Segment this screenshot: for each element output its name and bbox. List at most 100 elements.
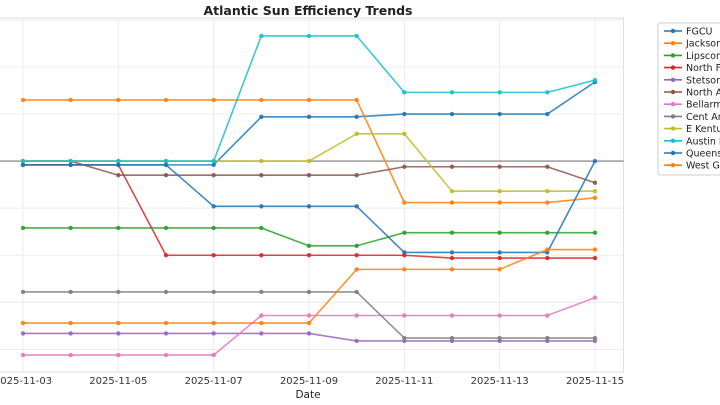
data-point [497,250,502,255]
data-point [20,162,26,168]
data-point [20,331,26,336]
data-point [545,335,550,341]
legend-box [657,22,720,176]
data-point [449,111,455,117]
data-point [116,320,121,326]
data-point [259,253,264,258]
data-point [497,313,502,318]
data-point [354,253,359,258]
x-tick-label: 2025-11-13 [471,376,529,387]
legend-item: Jacksonv [664,39,720,50]
data-point [163,289,169,295]
data-point [116,225,121,231]
data-point [116,162,121,168]
data-point [592,158,598,164]
data-point [259,114,264,120]
series-cent-ark [20,289,598,341]
legend-item: West Ge [664,161,720,172]
legend-marker [670,114,676,119]
data-point [545,255,550,261]
data-point [306,253,312,258]
data-point [163,225,169,231]
data-point [20,352,26,358]
data-point [449,90,455,95]
x-tick-label: 2025-11-05 [89,376,147,387]
series-austin-pe [20,33,598,164]
data-point [545,247,550,252]
data-point [163,352,169,358]
data-point [211,97,216,103]
legend-label: North Ala [686,88,720,99]
data-point [449,250,455,255]
data-point [259,225,264,231]
data-point [402,230,407,235]
data-point [116,158,121,164]
data-point [306,173,312,178]
data-point [354,313,359,318]
data-point [497,255,502,261]
data-point [116,331,121,336]
legend-marker [670,150,676,156]
data-point [211,320,216,326]
x-axis-label: Date [295,389,320,401]
x-tick-label: 2025-11-15 [566,376,624,387]
data-point [497,200,502,205]
data-point [68,158,73,164]
data-point [449,164,455,169]
legend-label: Jacksonv [685,39,720,50]
legend-label: West Ge [686,161,720,172]
data-point [68,352,73,358]
legend-item: North Flo [664,63,720,74]
data-point [402,200,407,205]
data-point [211,289,216,295]
legend-item: Bellarmin [664,100,720,111]
series-queens [20,158,598,255]
data-point [20,97,26,103]
x-axis-ticks: 2025-11-03 2025-11-05 2025-11-07 2025-11-09… [0,376,624,387]
legend-label: E Kentuc [686,124,720,135]
legend-marker [670,102,676,107]
data-point [449,230,455,235]
data-point [354,97,359,103]
legend-label: FGCU [686,27,712,38]
data-point [116,289,121,295]
data-point [306,289,312,295]
data-point [449,200,455,205]
legend-item: E Kentuc [664,124,720,135]
data-point [259,97,264,103]
data-point [592,255,598,261]
data-point [68,320,73,326]
legend-label: Austin Pe [686,136,720,147]
x-tick-label: 2025-11-11 [375,376,433,387]
legend-marker [670,138,676,143]
data-point [592,195,598,201]
data-point [306,243,312,249]
data-point [68,225,73,231]
data-point [592,247,598,252]
x-tick-label: 2025-11-09 [280,376,338,387]
data-point [259,33,264,39]
data-point [592,295,598,300]
data-point [354,114,359,120]
data-point [592,77,598,83]
data-point [306,204,312,209]
data-point [592,189,598,194]
data-point [163,331,169,336]
grid [0,17,625,373]
data-point [354,131,359,137]
data-point [306,114,312,120]
data-point [402,250,407,255]
data-point [259,331,264,336]
legend-item: FGCU [664,27,712,38]
data-point [20,289,26,295]
data-point [545,200,550,205]
data-point [497,90,502,95]
data-point [116,352,121,358]
data-point [402,90,407,95]
data-point [116,97,121,103]
data-point [449,189,455,194]
data-point [449,313,455,318]
data-point [402,111,407,117]
data-point [163,158,169,164]
